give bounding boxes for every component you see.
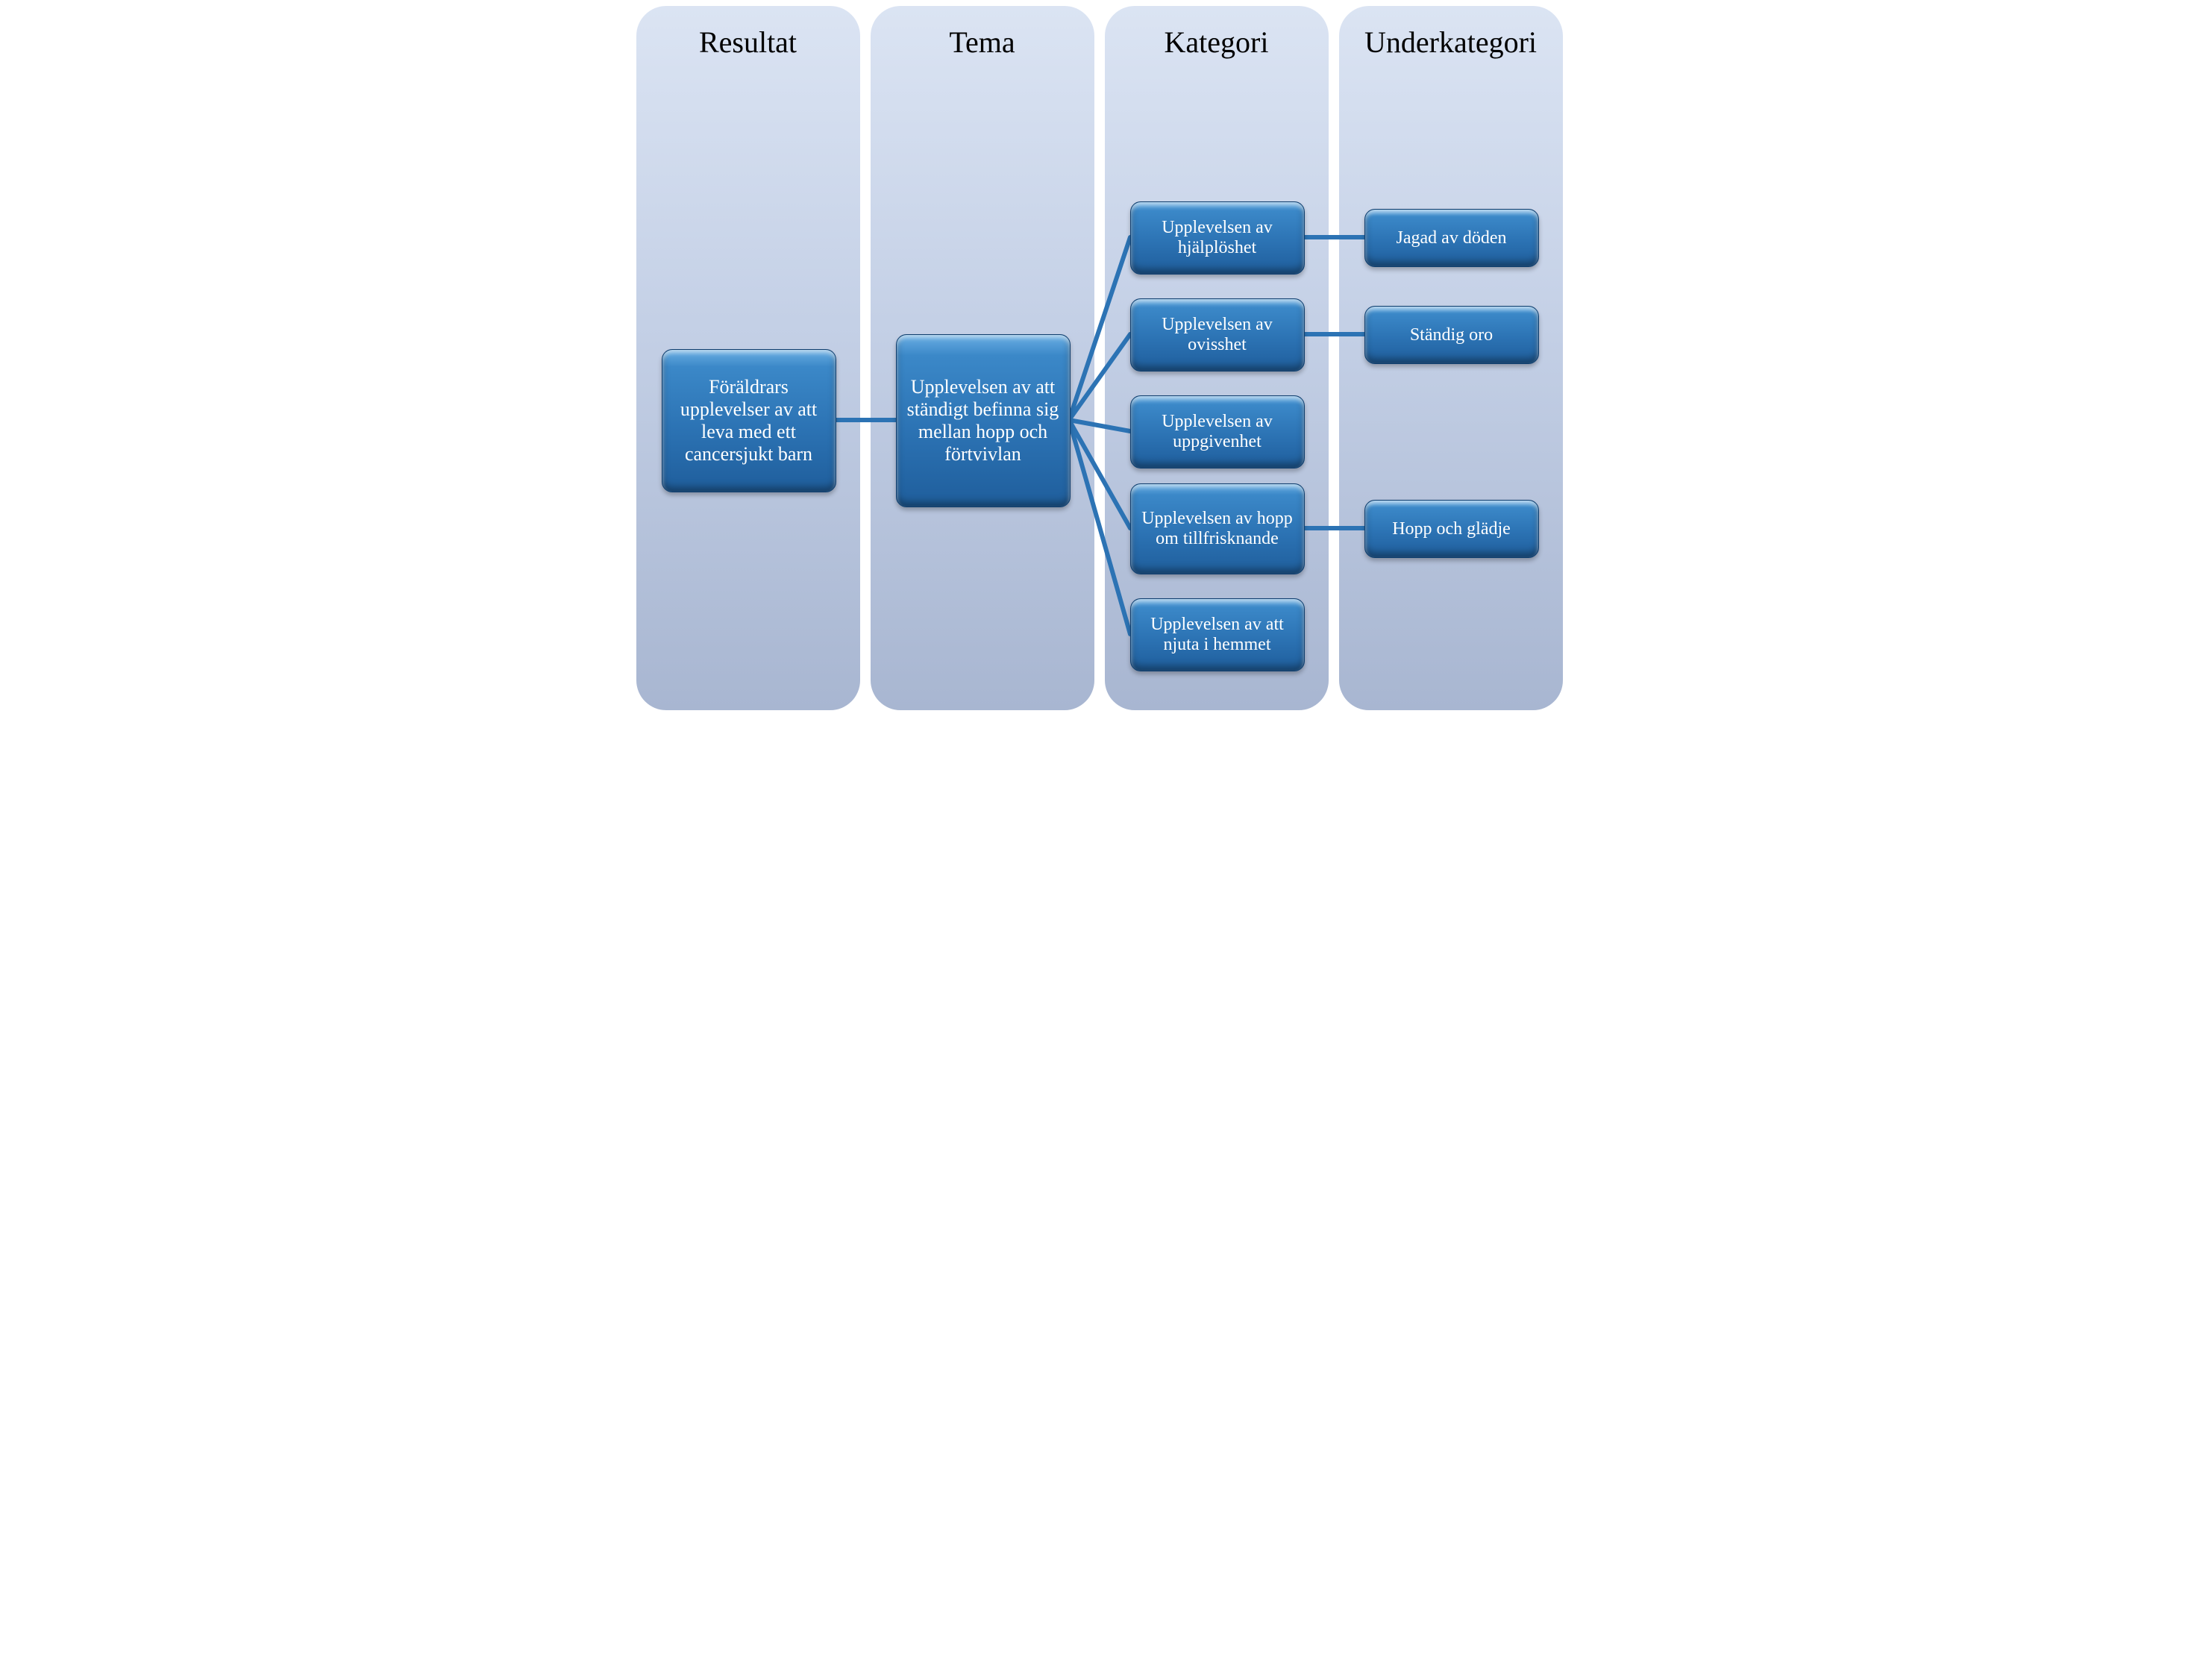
- node-n-k1: Upplevelsen av hjälplöshet: [1130, 201, 1305, 275]
- node-n-resultat: Föräldrars upplevelser av att leva med e…: [662, 349, 836, 492]
- node-n-tema: Upplevelsen av att ständigt befinna sig …: [896, 334, 1071, 507]
- node-label: Ständig oro: [1402, 319, 1500, 351]
- node-label: Upplevelsen av att ständigt befinna sig …: [897, 370, 1070, 471]
- node-n-k5: Upplevelsen av att njuta i hemmet: [1130, 598, 1305, 671]
- node-label: Upplevelsen av uppgivenhet: [1131, 406, 1304, 458]
- diagram-stage: ResultatTemaKategoriUnderkategori Föräldr…: [630, 0, 1567, 716]
- pillar-header: Kategori: [1105, 6, 1329, 58]
- node-label: Jagad av döden: [1389, 222, 1514, 254]
- pillar-header: Underkategori: [1339, 6, 1563, 58]
- node-n-u1: Jagad av döden: [1364, 209, 1539, 267]
- node-n-u3: Hopp och glädje: [1364, 500, 1539, 558]
- node-label: Föräldrars upplevelser av att leva med e…: [662, 370, 836, 471]
- node-label: Upplevelsen av hjälplöshet: [1131, 212, 1304, 264]
- pillar-header: Resultat: [636, 6, 860, 58]
- node-label: Hopp och glädje: [1385, 513, 1518, 545]
- node-n-u2: Ständig oro: [1364, 306, 1539, 364]
- node-label: Upplevelsen av hopp om tillfrisknande: [1131, 503, 1304, 555]
- node-label: Upplevelsen av ovisshet: [1131, 309, 1304, 361]
- node-label: Upplevelsen av att njuta i hemmet: [1131, 609, 1304, 661]
- pillar-header: Tema: [871, 6, 1094, 58]
- node-n-k3: Upplevelsen av uppgivenhet: [1130, 395, 1305, 468]
- node-n-k4: Upplevelsen av hopp om tillfrisknande: [1130, 483, 1305, 574]
- node-n-k2: Upplevelsen av ovisshet: [1130, 298, 1305, 372]
